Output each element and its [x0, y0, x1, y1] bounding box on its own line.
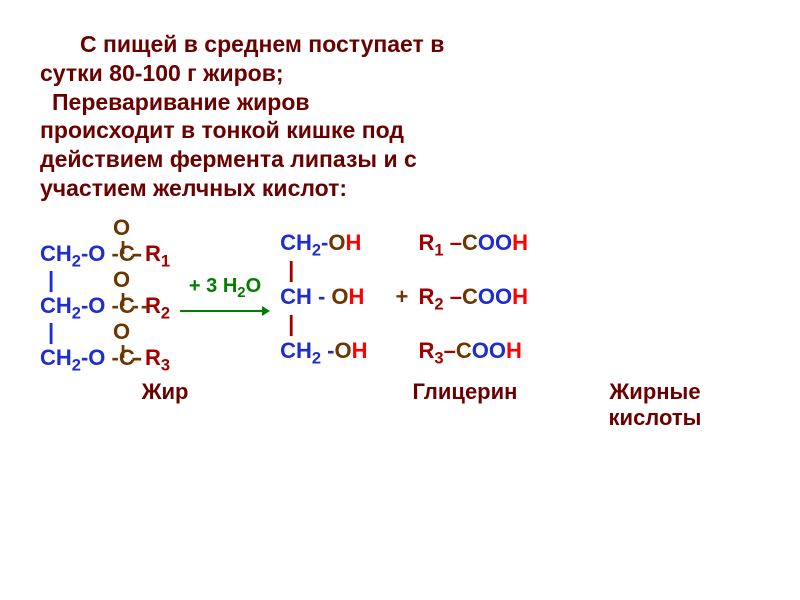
t: 2	[237, 284, 245, 301]
intro-l2b: происходит в тонкой кишке под	[40, 117, 404, 143]
t: 2	[161, 304, 170, 322]
intro-l1a: С пищей в среднем поступает в	[80, 31, 444, 57]
t: CH	[40, 241, 72, 266]
t: -O	[81, 241, 112, 266]
t: OO	[472, 338, 506, 363]
t: H	[349, 284, 365, 309]
t: O	[246, 275, 262, 297]
bond: |	[280, 259, 294, 281]
t: -O	[81, 345, 112, 370]
t: –	[450, 284, 462, 309]
t: -C-	[112, 343, 132, 373]
water: + 3 H	[189, 275, 237, 297]
t: CH	[40, 345, 72, 370]
bond: |	[40, 269, 54, 291]
intro-paragraph: С пищей в среднем поступает в сутки 80-1…	[40, 30, 760, 203]
t: H	[512, 230, 528, 255]
t: H	[345, 230, 361, 255]
t: –	[450, 230, 462, 255]
t: -O	[81, 293, 112, 318]
product-glycerin: CH2-OH | CH - OH | CH2 -OH	[280, 227, 367, 367]
intro-l2a: Переваривание жиров	[52, 89, 310, 115]
reaction-arrow: + 3 H2O	[176, 275, 274, 319]
t: 3	[434, 349, 443, 367]
t: R	[145, 345, 161, 370]
t: H	[506, 338, 522, 363]
t: 2	[312, 241, 321, 259]
label-acids: Жирные кислоты	[570, 379, 740, 431]
t: CH	[40, 293, 72, 318]
t: CH	[280, 230, 312, 255]
t: OO	[478, 230, 512, 255]
bond: |	[280, 313, 294, 335]
t: 2	[434, 295, 443, 313]
reactant-fat: CH2-O -C- - R1 | CH2-O -C - - R2 | CH2-O…	[40, 221, 170, 373]
t: 3	[161, 356, 170, 374]
plus-icon: +	[392, 284, 413, 309]
arrow-icon	[180, 303, 270, 319]
bond: |	[40, 321, 54, 343]
t: C	[462, 284, 478, 309]
t: O	[334, 338, 351, 363]
t: 2	[72, 356, 81, 374]
t: 2	[312, 349, 321, 367]
t: R	[418, 230, 434, 255]
t: –	[444, 338, 456, 363]
intro-l2d: участием желчных кислот:	[40, 175, 347, 201]
label-fat: Жир	[40, 379, 290, 431]
product-acids: + R1 –COOH | + R2 –COOH | + R3–COOH	[392, 227, 528, 367]
t: H	[352, 338, 368, 363]
t: O	[328, 230, 345, 255]
t: C	[462, 230, 478, 255]
t: R	[418, 284, 434, 309]
t: H	[512, 284, 528, 309]
t: 2	[72, 304, 81, 322]
t: C	[456, 338, 472, 363]
t: R	[145, 241, 161, 266]
t: Жирные	[609, 379, 700, 404]
t: CH	[280, 338, 312, 363]
t: O	[331, 284, 348, 309]
labels-row: Жир Глицерин Жирные кислоты	[40, 379, 760, 431]
t: кислоты	[609, 405, 702, 430]
intro-l1b: сутки 80-100 г жиров;	[40, 60, 284, 86]
t: CH -	[280, 284, 331, 309]
reaction-scheme: CH2-O -C- - R1 | CH2-O -C - - R2 | CH2-O…	[40, 221, 760, 373]
t: OO	[478, 284, 512, 309]
t: R	[418, 338, 434, 363]
label-glycerin: Глицерин	[360, 379, 570, 431]
t: 1	[161, 252, 170, 270]
t: 2	[72, 252, 81, 270]
t: 1	[434, 241, 443, 259]
intro-l2c: действием фермента липазы и с	[40, 146, 417, 172]
